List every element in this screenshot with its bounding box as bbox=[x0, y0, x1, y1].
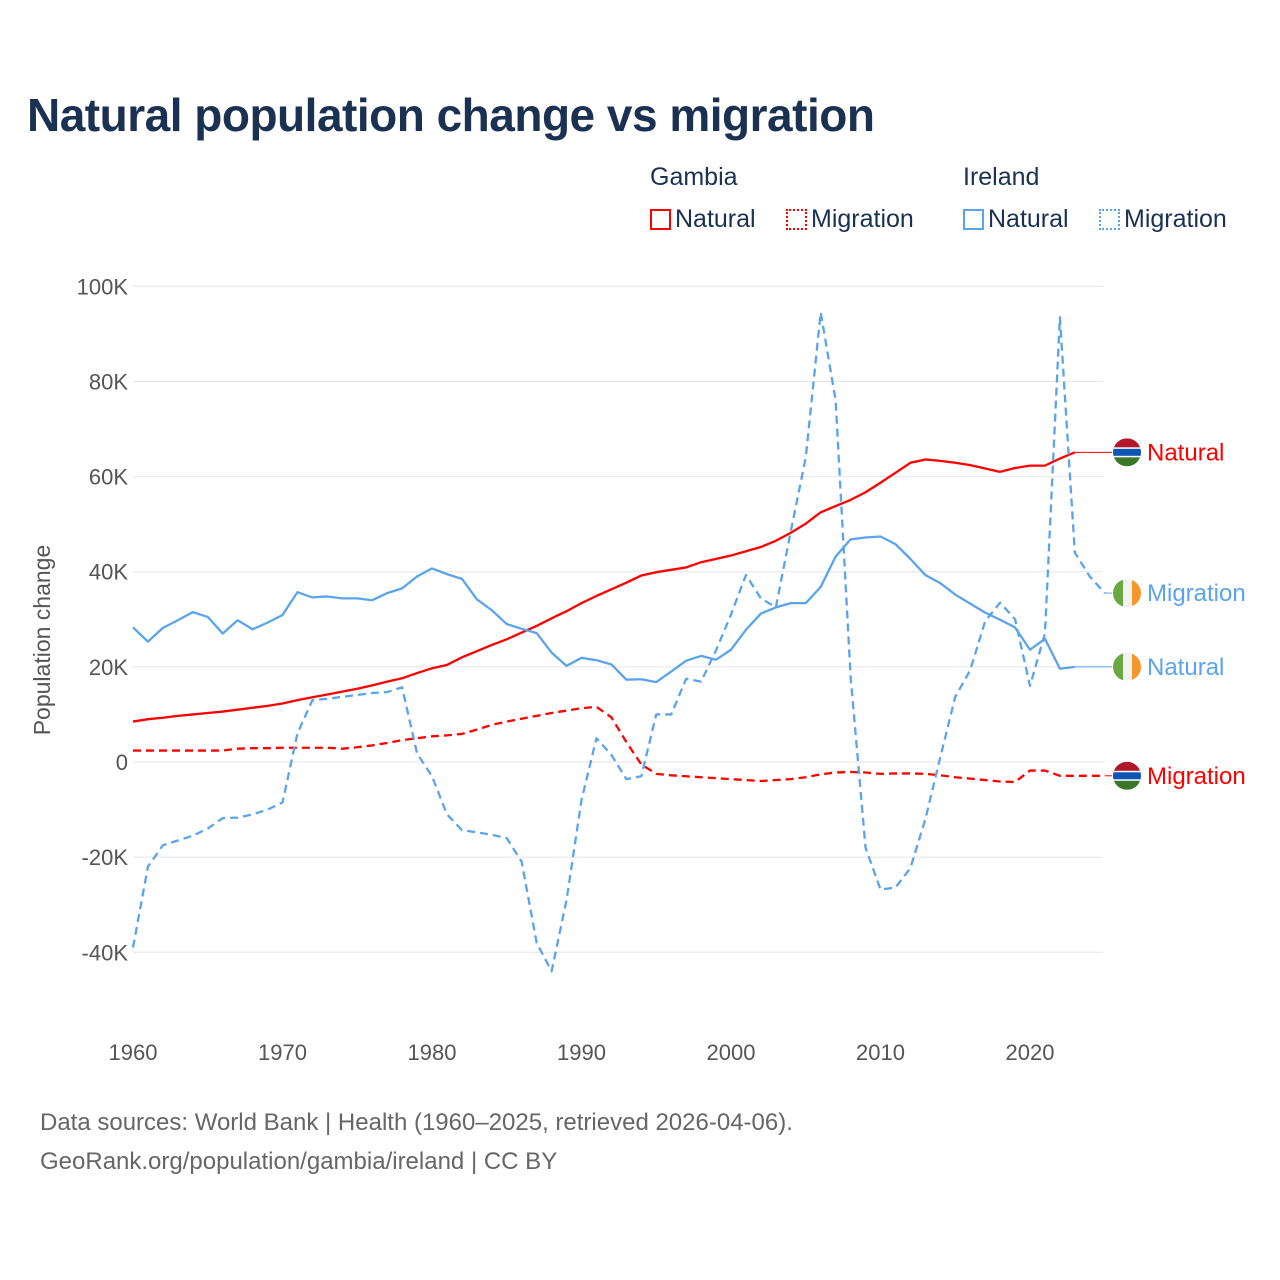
legend-gambia-natural[interactable]: Natural bbox=[650, 205, 756, 234]
x-tick-label: 1970 bbox=[258, 1040, 307, 1065]
y-tick-label: 40K bbox=[89, 560, 128, 585]
series-line-gambia-migration bbox=[133, 705, 1105, 784]
legend-ireland-migration[interactable]: Migration bbox=[1099, 205, 1227, 234]
flag-body bbox=[1113, 579, 1141, 608]
flag-stripe bbox=[1113, 438, 1141, 449]
x-tick-label: 1980 bbox=[408, 1040, 457, 1065]
end-label-gambia: Natural bbox=[1147, 439, 1224, 466]
footer-sources: Data sources: World Bank | Health (1960–… bbox=[40, 1109, 793, 1136]
x-tick-label: 2020 bbox=[1006, 1040, 1055, 1065]
flag-stripe bbox=[1113, 780, 1141, 790]
flag-stripe bbox=[1123, 652, 1132, 681]
x-tick-label: 2000 bbox=[707, 1040, 756, 1065]
series-line-gambia-natural bbox=[132, 451, 1076, 723]
y-axis-label: Population change bbox=[29, 545, 55, 736]
ireland-flag-icon bbox=[1113, 652, 1141, 681]
legend-swatch-solid bbox=[650, 209, 671, 230]
y-tick-label: 60K bbox=[89, 465, 128, 490]
flag-body bbox=[1113, 438, 1141, 467]
chart-title: Natural population change vs migration bbox=[27, 89, 875, 141]
legend-group-ireland: Ireland bbox=[963, 163, 1040, 191]
x-tick-label: 1990 bbox=[557, 1040, 606, 1065]
gambia-flag-icon bbox=[1113, 438, 1141, 467]
end-label-ireland: Natural bbox=[1147, 654, 1224, 681]
flag-stripe bbox=[1113, 447, 1141, 449]
y-tick-label: -40K bbox=[82, 940, 129, 965]
footer-link[interactable]: GeoRank.org/population/gambia/ireland | … bbox=[40, 1148, 558, 1175]
legend-group-gambia: Gambia bbox=[650, 163, 738, 191]
end-label-gambia: Migration bbox=[1147, 763, 1246, 790]
y-tick-label: -20K bbox=[82, 845, 129, 870]
legend-ireland-natural[interactable]: Natural bbox=[963, 205, 1069, 234]
legend-swatch-solid bbox=[963, 209, 984, 230]
gambia-flag-icon bbox=[1113, 761, 1141, 790]
flag-stripe bbox=[1123, 579, 1132, 608]
ireland-flag-icon bbox=[1113, 579, 1141, 608]
legend-swatch-dotted bbox=[1099, 209, 1120, 230]
flag-stripe bbox=[1113, 771, 1141, 780]
legend-swatch-dotted bbox=[786, 209, 807, 230]
y-tick-label: 20K bbox=[89, 655, 128, 680]
legend-label: Natural bbox=[675, 205, 756, 233]
y-tick-label: 80K bbox=[89, 369, 128, 394]
x-tick-label: 2010 bbox=[856, 1040, 905, 1065]
legend-gambia-migration[interactable]: Migration bbox=[786, 205, 914, 234]
flag-stripe bbox=[1113, 652, 1123, 681]
flag-stripe bbox=[1113, 448, 1141, 457]
flag-stripe bbox=[1132, 579, 1141, 608]
flag-stripe bbox=[1113, 770, 1141, 773]
flag-stripe bbox=[1113, 579, 1123, 608]
legend-label: Migration bbox=[1124, 205, 1227, 233]
series-line-ireland-natural bbox=[132, 535, 1075, 684]
flag-stripe bbox=[1113, 779, 1141, 781]
flag-stripe bbox=[1132, 652, 1141, 681]
flag-stripe bbox=[1113, 455, 1141, 458]
y-tick-label: 0 bbox=[116, 750, 128, 775]
series-line-ireland-migration bbox=[131, 311, 1106, 973]
flag-body bbox=[1113, 652, 1141, 681]
flag-stripe bbox=[1113, 761, 1141, 772]
flag-stripe bbox=[1113, 457, 1141, 467]
flag-body bbox=[1113, 761, 1141, 790]
legend-label: Migration bbox=[811, 205, 914, 233]
x-tick-label: 1960 bbox=[109, 1040, 158, 1065]
end-label-ireland: Migration bbox=[1147, 580, 1246, 607]
y-tick-label: 100K bbox=[77, 274, 129, 299]
legend-label: Natural bbox=[988, 205, 1069, 233]
